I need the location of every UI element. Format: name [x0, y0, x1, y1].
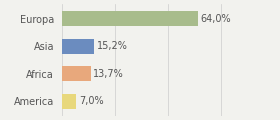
Text: 64,0%: 64,0%	[200, 14, 231, 24]
Bar	[62, 66, 91, 81]
Bar	[62, 94, 76, 109]
Text: 15,2%: 15,2%	[97, 41, 127, 51]
Bar	[62, 11, 198, 26]
Bar	[62, 39, 94, 54]
Text: 7,0%: 7,0%	[79, 96, 104, 106]
Text: 13,7%: 13,7%	[93, 69, 124, 79]
